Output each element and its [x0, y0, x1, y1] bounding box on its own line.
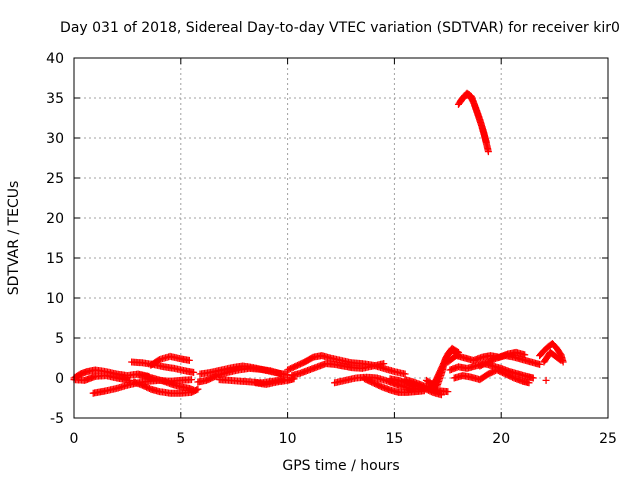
data-point [556, 356, 564, 364]
data-point [542, 376, 550, 384]
data-point [190, 368, 198, 376]
data-point [536, 360, 544, 368]
data-point [521, 351, 529, 359]
y-axis-label: SDTVAR / TECUs [6, 181, 22, 296]
data-markers [70, 89, 567, 399]
data-point [482, 138, 490, 146]
data-point [380, 360, 388, 368]
x-tick-label: 0 [70, 431, 79, 447]
x-tick-label: 5 [176, 431, 185, 447]
y-tick-label: -5 [50, 411, 64, 427]
data-point [444, 388, 452, 396]
data-point [187, 376, 195, 384]
y-tick-label: 25 [46, 171, 64, 187]
y-tick-label: 15 [46, 251, 64, 267]
x-tick-label: 10 [279, 431, 297, 447]
data-point [484, 148, 492, 156]
x-tick-label: 25 [599, 431, 617, 447]
y-tick-label: 30 [46, 131, 64, 147]
plot-frame [73, 57, 609, 419]
y-tick-label: 35 [46, 91, 64, 107]
y-tick-label: 5 [55, 331, 64, 347]
data-point [529, 374, 537, 382]
y-tick-label: 20 [46, 211, 64, 227]
x-tick-label: 20 [492, 431, 510, 447]
data-point [190, 386, 198, 394]
x-tick-label: 15 [385, 431, 403, 447]
chart-title: Day 031 of 2018, Sidereal Day-to-day VTE… [60, 20, 620, 36]
y-tick-label: 0 [55, 371, 64, 387]
y-tick-label: 40 [46, 51, 64, 67]
data-point [525, 379, 533, 387]
data-point [557, 356, 565, 364]
data-point [185, 356, 193, 364]
y-tick-label: 10 [46, 291, 64, 307]
axis-ticks: 0 5 10 15 20 25 -5 0 5 10 15 20 25 30 35 40 [46, 51, 617, 447]
data-point [437, 391, 445, 399]
x-axis-label: GPS time / hours [282, 458, 399, 474]
